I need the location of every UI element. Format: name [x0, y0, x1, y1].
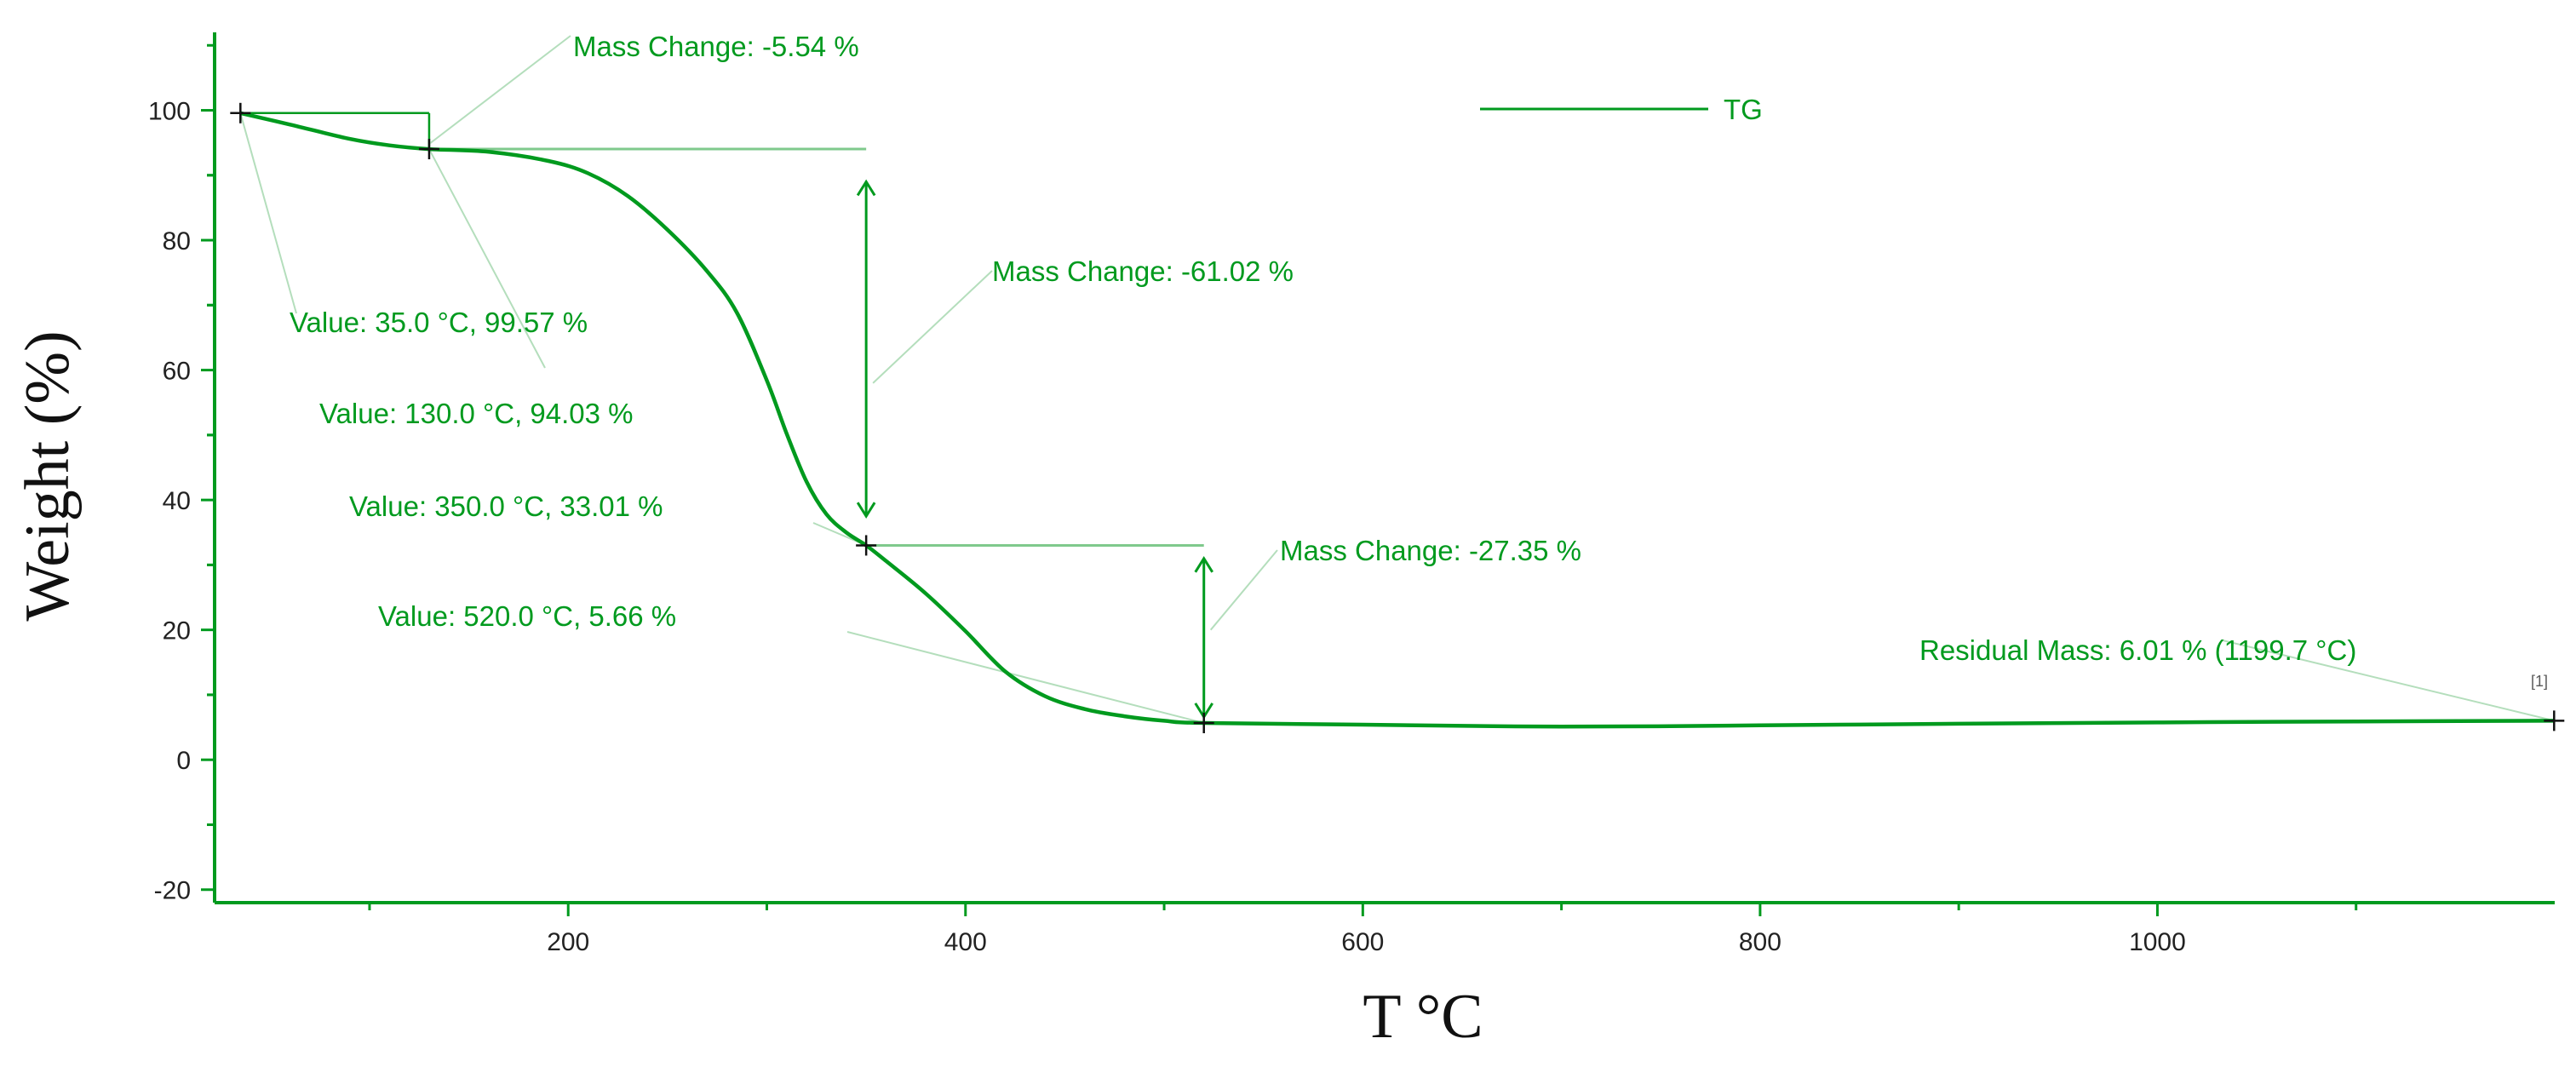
tg-series-line	[239, 111, 2555, 729]
leader-mass-1	[428, 35, 571, 145]
leader-residual	[2222, 640, 2555, 722]
leader-mass-3	[1209, 549, 1278, 631]
leader-value-4	[846, 631, 1204, 725]
mass-change-3-label: Mass Change: -27.35 %	[1280, 535, 1581, 566]
y-tick-label: 80	[163, 227, 191, 255]
curve-index-label: [1]	[2531, 673, 2548, 690]
y-tick-label: 60	[163, 358, 191, 386]
y-tick-label: 40	[163, 487, 191, 515]
mass-change-2-arrow-head-down	[856, 502, 876, 519]
value-label-3: Value: 350.0 °C, 33.01 %	[349, 490, 663, 522]
mass-change-3-arrow-head-up	[1194, 555, 1213, 573]
x-tick-label: 600	[1341, 928, 1384, 956]
legend-label-tg: TG	[1724, 94, 1763, 125]
leader-value-1	[239, 112, 297, 314]
value-label-2: Value: 130.0 °C, 94.03 %	[319, 398, 634, 429]
x-tick-label: 800	[1739, 928, 1781, 956]
y-axis-title: Weight (%)	[13, 330, 83, 621]
x-tick-label: 400	[944, 928, 987, 956]
mass-change-2-arrow-head-up	[856, 179, 876, 197]
residual-mass-label: Residual Mass: 6.01 % (1199.7 °C)	[1919, 634, 2356, 666]
mass-change-2-label: Mass Change: -61.02 %	[992, 255, 1294, 287]
y-tick-label: -20	[154, 877, 191, 905]
y-tick-label: 0	[176, 747, 191, 775]
x-tick-label: 1000	[2129, 928, 2186, 956]
leader-value-2	[428, 148, 546, 369]
x-tick-label: 200	[547, 928, 589, 956]
value-label-1: Value: 35.0 °C, 99.57 %	[290, 307, 588, 338]
x-axis-title: T °C	[1363, 982, 1483, 1052]
leader-mass-2	[872, 270, 993, 384]
value-label-4: Value: 520.0 °C, 5.66 %	[378, 600, 676, 632]
y-tick-label: 100	[148, 98, 191, 126]
y-tick-label: 20	[163, 617, 191, 645]
mass-change-1-label: Mass Change: -5.54 %	[573, 31, 859, 62]
